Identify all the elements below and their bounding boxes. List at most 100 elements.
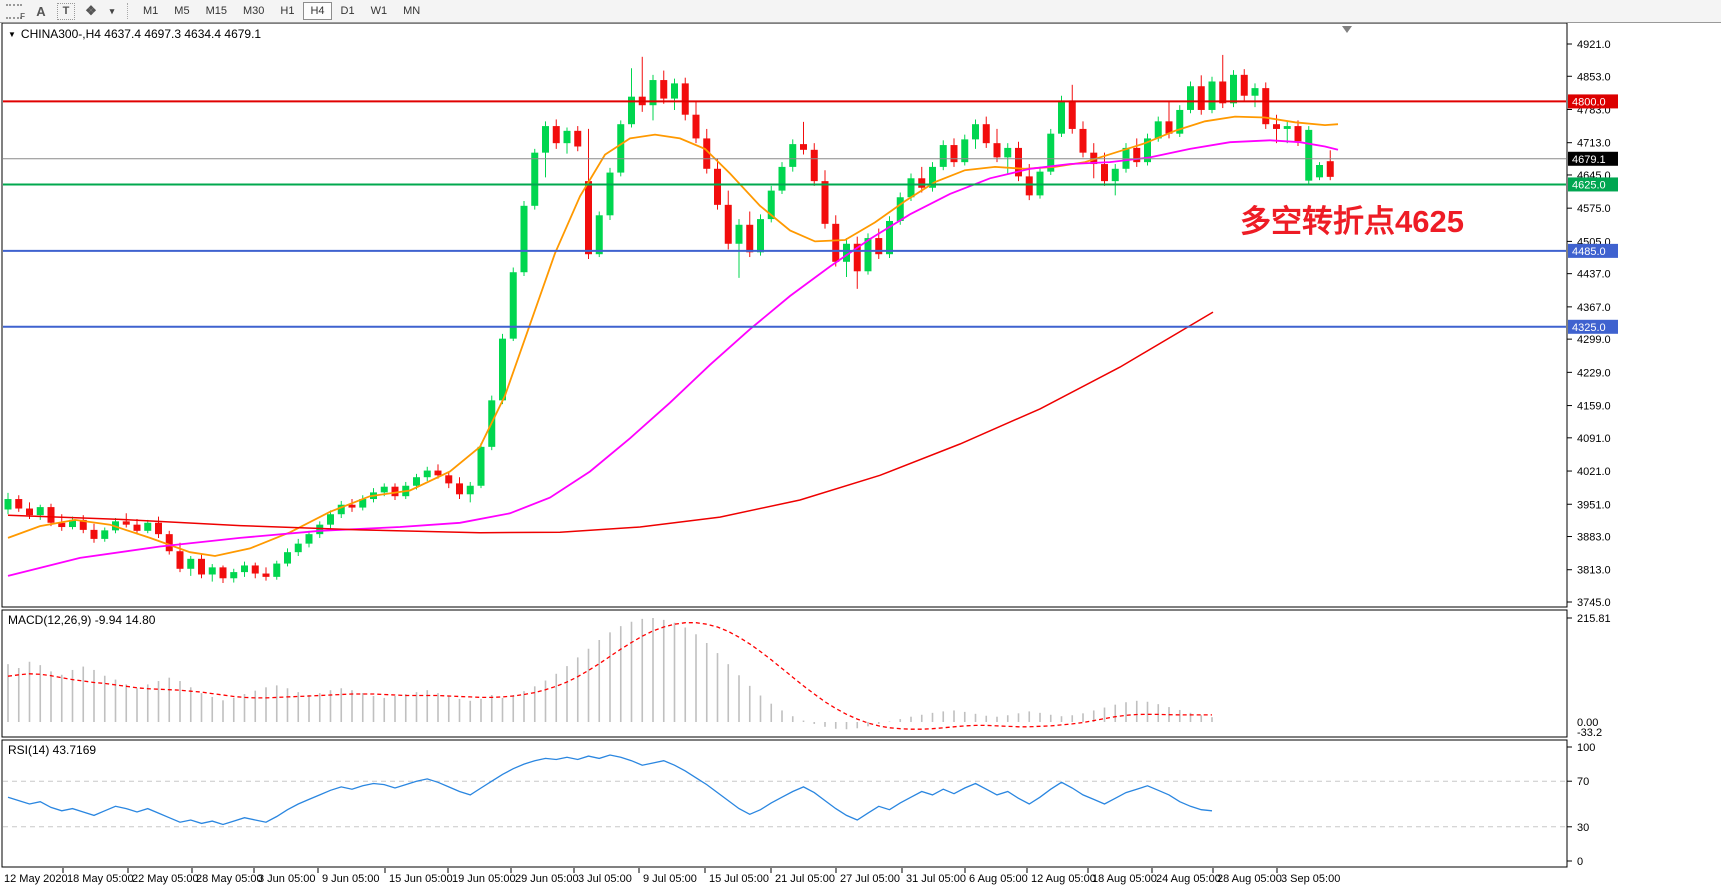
candle-body [79,519,87,530]
candle-body [649,80,657,106]
candle-body [531,152,539,206]
candle-body [305,534,313,544]
date-label: 18 May 05:00 [67,873,134,885]
candle-body [778,166,786,191]
macd-scale-bottom: -33.2 [1577,727,1602,739]
candle-body [1219,81,1227,104]
candle-body [509,272,517,339]
text-box-tool-icon[interactable]: T [57,2,75,20]
timeframe-button-m30[interactable]: M30 [236,2,271,20]
macd-panel[interactable] [1,609,1568,738]
candle-body [262,573,270,577]
timeframe-button-h4[interactable]: H4 [303,2,332,20]
candle-body [359,499,367,508]
candle-body [886,220,893,255]
date-label: 19 Jun 05:00 [452,873,516,885]
timeframe-button-m15[interactable]: M15 [199,2,234,20]
candle-body [219,567,227,579]
chart-shift-marker-icon[interactable] [1342,26,1352,33]
price-tick-label: 4091.0 [1577,433,1611,445]
macd-scale-zero: 0.00 [1577,717,1598,729]
candle-body [1058,100,1065,134]
price-badge [1568,151,1618,166]
main-chart-panel[interactable] [1,22,1568,608]
price-tick-label: 4367.0 [1577,302,1611,314]
candle-body [1004,147,1012,158]
shapes-tool-icon[interactable]: ❖ [85,3,97,18]
candle-body [918,178,926,188]
candle-body [950,145,958,163]
candle-body [1326,161,1334,177]
price-badge [1568,319,1618,334]
date-label: 22 May 05:00 [132,873,199,885]
candle-body [1176,109,1184,134]
timeframe-button-w1[interactable]: W1 [364,2,395,20]
annotation-text: 多空转折点4625 [1240,204,1464,239]
candle-body [907,178,915,198]
candle-body [789,144,797,167]
candle-body [423,470,431,478]
timeframe-button-m1[interactable]: M1 [136,2,165,20]
candle-body [1262,88,1270,125]
date-label: 9 Jun 05:00 [322,873,380,885]
candle-body [692,114,700,139]
candle-body [671,83,678,99]
candle-body [273,563,281,577]
candle-body [58,522,66,528]
candle-body [542,126,549,153]
price-tick-label: 3745.0 [1577,597,1611,609]
candle-body [961,139,969,163]
fibonacci-tool-icon[interactable]: F [3,2,25,21]
candle-body [316,524,324,535]
timeframe-button-d1[interactable]: D1 [334,2,362,20]
candle-body [1273,124,1280,129]
candle-body [122,521,130,525]
timeframe-button-m5[interactable]: M5 [167,2,196,20]
price-tick-label: 3883.0 [1577,532,1611,544]
price-tick-label: 4299.0 [1577,334,1611,346]
candle-body [660,80,668,99]
candle-body [606,172,614,216]
rsi-line [7,754,1213,826]
rsi-scale-label: 30 [1577,822,1589,834]
candle-body [595,215,603,255]
candle-body [69,519,76,528]
candle-body [972,124,979,140]
candle-body [929,166,936,188]
date-label: 3 Jun 05:00 [258,873,316,885]
timeframe-button-mn[interactable]: MN [396,2,427,20]
price-badge [1568,243,1618,258]
rsi-panel[interactable] [1,739,1568,868]
price-tick-label: 4575.0 [1577,203,1611,215]
price-tick-label: 4437.0 [1577,269,1611,281]
candle-body [1187,86,1194,110]
date-label: 12 Aug 05:00 [1031,873,1096,885]
candle-body [47,507,55,523]
date-label: 12 May 2020 [4,873,68,885]
date-label: 28 Aug 05:00 [1217,873,1282,885]
price-badge-label: 4625.0 [1572,179,1606,191]
rsi-scale-label: 100 [1577,742,1595,754]
date-label: 27 Jul 05:00 [840,873,900,885]
candle-body [144,522,152,531]
date-label: 21 Jul 05:00 [775,873,835,885]
price-tick-label: 4921.0 [1577,39,1611,51]
candle-body [821,181,829,224]
candle-body [832,223,840,262]
date-label: 18 Aug 05:00 [1092,873,1157,885]
date-label: 28 May 05:00 [196,873,263,885]
candle-body [1251,88,1259,96]
text-label-tool-icon[interactable]: A [36,3,46,19]
timeframe-button-h1[interactable]: H1 [273,2,301,20]
candle-body [187,558,195,569]
chart-title-dropdown-icon[interactable]: ▼ [8,29,16,39]
price-tick-label: 4021.0 [1577,466,1611,478]
candle-body [413,477,420,486]
candle-body [574,130,582,147]
date-label: 15 Jun 05:00 [389,873,453,885]
shapes-dropdown-caret-icon[interactable]: ▾ [109,5,115,16]
candle-body [499,338,506,401]
candle-body [875,238,883,255]
price-tick-label: 4229.0 [1577,367,1611,379]
